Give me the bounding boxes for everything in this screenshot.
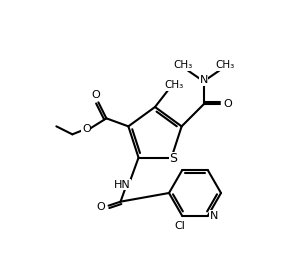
Text: S: S: [169, 152, 177, 165]
Text: O: O: [91, 90, 100, 100]
Text: CH₃: CH₃: [164, 80, 184, 90]
Text: CH₃: CH₃: [215, 60, 234, 70]
Text: HN: HN: [114, 180, 131, 190]
Text: CH₃: CH₃: [173, 60, 192, 70]
Text: N: N: [199, 75, 208, 85]
Text: Cl: Cl: [175, 221, 186, 230]
Text: N: N: [210, 210, 218, 221]
Text: O: O: [82, 124, 91, 134]
Text: O: O: [96, 202, 105, 212]
Text: O: O: [223, 99, 232, 109]
